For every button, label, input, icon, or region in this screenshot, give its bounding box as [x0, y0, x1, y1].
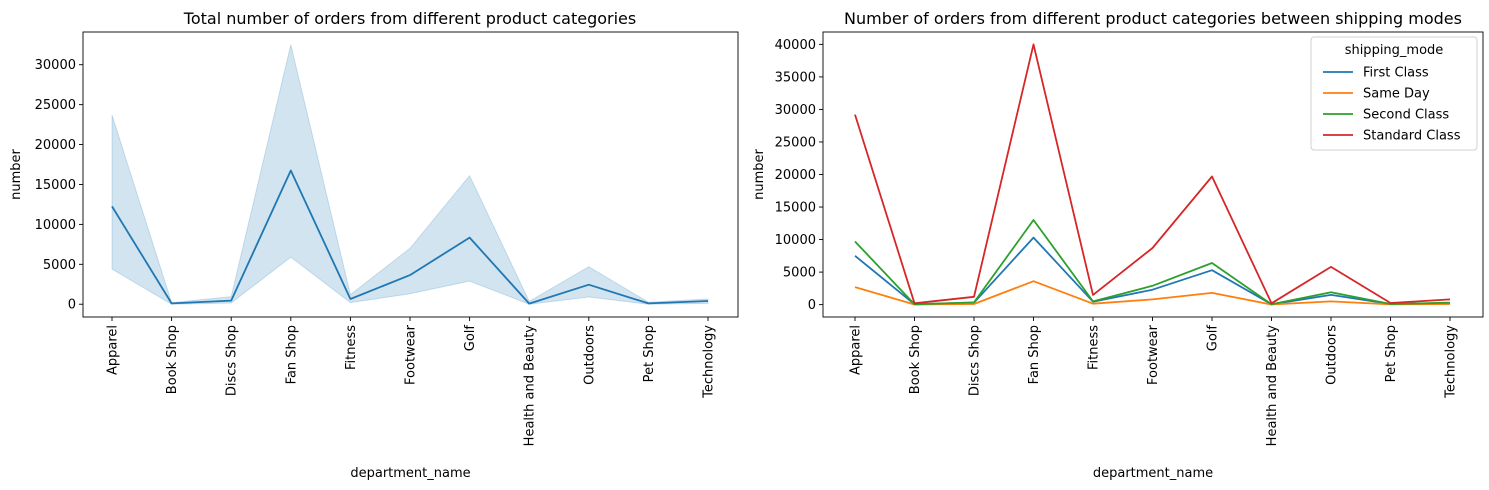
x-tick-label: Discs Shop: [225, 325, 240, 396]
x-tick-label: Health and Beauty: [1265, 325, 1280, 447]
series-line-group: [111, 169, 709, 305]
x-tick-label: Golf: [1206, 325, 1221, 352]
x-axis-label: department_name: [350, 466, 470, 481]
y-axis-label: number: [9, 148, 24, 199]
x-ticks: Apparel Book Shop Discs Shop Fan Shop Fitnes…: [106, 317, 717, 446]
y-axis-label: number: [752, 148, 767, 199]
series-line-group: [854, 43, 1451, 306]
x-tick-label: Book Shop: [165, 325, 180, 394]
legend-entry: Same Day: [1363, 87, 1430, 102]
y-tick-label: 30000: [775, 103, 816, 118]
y-tick-label: 20000: [35, 138, 76, 153]
legend-entry: Standard Class: [1363, 129, 1461, 144]
y-tick-label: 30000: [35, 58, 76, 73]
x-tick-label: Apparel: [849, 325, 864, 375]
y-tick-label: 40000: [775, 38, 816, 53]
plot-frame: [82, 31, 739, 318]
y-tick-label: 5000: [783, 266, 816, 281]
y-tick-label: 0: [68, 298, 76, 313]
ci-band-group: [111, 44, 709, 305]
legend-title: shipping_mode: [1345, 43, 1444, 58]
x-tick-label: Fan Shop: [1027, 325, 1042, 384]
chart-title: Number of orders from different product …: [844, 9, 1462, 28]
legend-entry: First Class: [1363, 66, 1429, 81]
y-tick-label: 0: [808, 298, 816, 313]
x-tick-label: Golf: [463, 325, 478, 352]
x-tick-label: Health and Beauty: [523, 325, 538, 447]
y-tick-label: 35000: [775, 70, 816, 85]
x-tick-label: Fitness: [1087, 325, 1102, 370]
series-line: [111, 169, 709, 305]
x-tick-label: Apparel: [106, 325, 121, 375]
y-tick-label: 25000: [775, 135, 816, 150]
x-tick-label: Discs Shop: [968, 325, 983, 396]
y-tick-label: 5000: [43, 258, 76, 273]
y-ticks: 0 5000 10000 15000 20000 25000 30000: [35, 58, 83, 313]
chart-total-orders: Total number of orders from different pr…: [9, 9, 739, 481]
chart-title: Total number of orders from different pr…: [183, 9, 636, 28]
confidence-band: [111, 44, 709, 305]
y-tick-label: 15000: [775, 201, 816, 216]
series-line: [854, 280, 1451, 306]
series-line: [854, 219, 1451, 306]
x-ticks: Apparel Book Shop Discs Shop Fan Shop Fitnes…: [849, 317, 1459, 446]
x-tick-label: Pet Shop: [642, 325, 657, 382]
x-tick-label: Pet Shop: [1384, 325, 1399, 382]
chart-orders-by-shipping-mode: Number of orders from different product …: [752, 9, 1484, 481]
y-tick-label: 10000: [775, 233, 816, 248]
y-tick-label: 25000: [35, 98, 76, 113]
x-tick-label: Outdoors: [1325, 325, 1340, 385]
legend: shipping_mode First Class Same Day Second …: [1310, 36, 1478, 151]
x-tick-label: Fan Shop: [284, 325, 299, 384]
y-ticks: 0 5000 10000 15000 20000 25000 30000 35000 40000: [775, 38, 823, 313]
x-tick-label: Technology: [1444, 325, 1459, 399]
x-tick-label: Footwear: [1146, 324, 1161, 385]
legend-box: [1310, 36, 1478, 151]
x-tick-label: Fitness: [344, 325, 359, 370]
x-tick-label: Book Shop: [908, 325, 923, 394]
x-tick-label: Outdoors: [582, 325, 597, 385]
x-tick-label: Footwear: [404, 324, 419, 385]
y-tick-label: 20000: [775, 168, 816, 183]
series-line: [854, 43, 1451, 305]
x-tick-label: Technology: [702, 325, 717, 399]
x-axis-label: department_name: [1093, 466, 1213, 481]
legend-entry: Second Class: [1363, 108, 1449, 123]
y-tick-label: 10000: [35, 218, 76, 233]
y-tick-label: 15000: [35, 178, 76, 193]
